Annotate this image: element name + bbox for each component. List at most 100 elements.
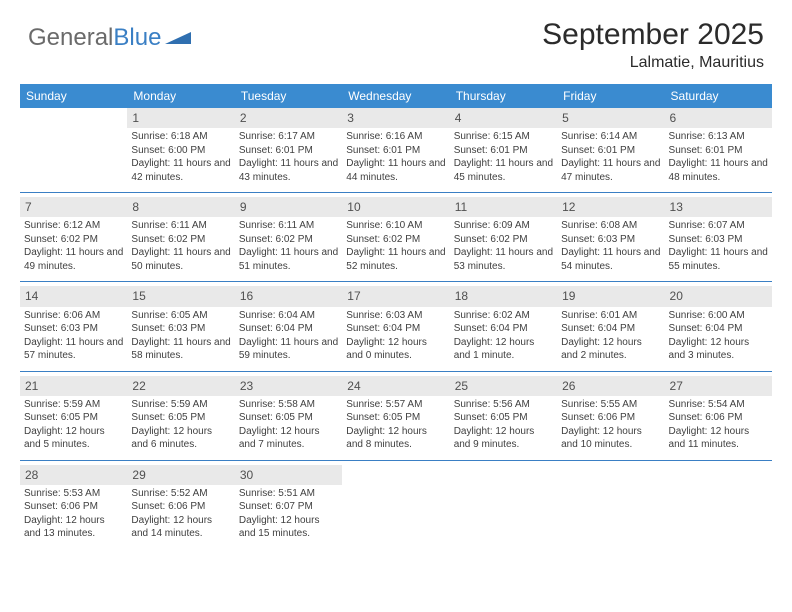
sunset-line: Sunset: 6:05 PM [239,411,338,425]
sunrise-line: Sunrise: 6:00 AM [669,309,768,323]
day-of-week-cell: Tuesday [235,84,342,108]
day-cell: 18Sunrise: 6:02 AMSunset: 6:04 PMDayligh… [450,286,557,364]
day-cell: 12Sunrise: 6:08 AMSunset: 6:03 PMDayligh… [557,197,664,275]
daylight-line: Daylight: 12 hours and 6 minutes. [131,425,230,452]
daylight-line: Daylight: 11 hours and 48 minutes. [669,157,768,184]
day-cell: 20Sunrise: 6:00 AMSunset: 6:04 PMDayligh… [665,286,772,364]
sunrise-line: Sunrise: 5:59 AM [131,398,230,412]
sunrise-line: Sunrise: 6:11 AM [239,219,338,233]
day-number: 29 [127,465,234,485]
day-number [342,465,449,485]
day-of-week-header: SundayMondayTuesdayWednesdayThursdayFrid… [20,84,772,108]
sunset-line: Sunset: 6:01 PM [561,144,660,158]
sunrise-line: Sunrise: 6:14 AM [561,130,660,144]
sunset-line: Sunset: 6:02 PM [24,233,123,247]
daylight-line: Daylight: 12 hours and 2 minutes. [561,336,660,363]
day-cell: 19Sunrise: 6:01 AMSunset: 6:04 PMDayligh… [557,286,664,364]
day-number: 4 [450,108,557,128]
sunset-line: Sunset: 6:02 PM [454,233,553,247]
day-cell: 26Sunrise: 5:55 AMSunset: 6:06 PMDayligh… [557,376,664,454]
day-cell: 23 Sunrise: 5:58 AMSunset: 6:05 PMDayligh… [235,376,342,454]
day-number: 16 [235,286,342,306]
sunrise-line: Sunrise: 6:08 AM [561,219,660,233]
daylight-line: Daylight: 11 hours and 58 minutes. [131,336,230,363]
day-cell: 11Sunrise: 6:09 AMSunset: 6:02 PMDayligh… [450,197,557,275]
day-cell [557,465,664,543]
sunrise-line: Sunrise: 5:57 AM [346,398,445,412]
sunset-line: Sunset: 6:01 PM [346,144,445,158]
day-cell: 2Sunrise: 6:17 AMSunset: 6:01 PMDaylight… [235,108,342,186]
day-cell: 9 Sunrise: 6:11 AMSunset: 6:02 PMDaylight… [235,197,342,275]
day-number [450,465,557,485]
sunset-line: Sunset: 6:03 PM [131,322,230,336]
daylight-line: Daylight: 12 hours and 11 minutes. [669,425,768,452]
sunset-line: Sunset: 6:02 PM [239,233,338,247]
sunrise-line: Sunrise: 6:11 AM [131,219,230,233]
day-number: 30 [235,465,342,485]
sunset-line: Sunset: 6:02 PM [131,233,230,247]
sunrise-line: Sunrise: 5:58 AM [239,398,338,412]
sunset-line: Sunset: 6:04 PM [346,322,445,336]
day-number: 28 [20,465,127,485]
sunset-line: Sunset: 6:06 PM [561,411,660,425]
logo-flag-icon [165,28,191,48]
sunrise-line: Sunrise: 5:55 AM [561,398,660,412]
sunrise-line: Sunrise: 6:12 AM [24,219,123,233]
day-cell: 17Sunrise: 6:03 AMSunset: 6:04 PMDayligh… [342,286,449,364]
sunset-line: Sunset: 6:06 PM [24,500,123,514]
day-cell: 10Sunrise: 6:10 AMSunset: 6:02 PMDayligh… [342,197,449,275]
sunset-line: Sunset: 6:03 PM [669,233,768,247]
day-cell: 22Sunrise: 5:59 AMSunset: 6:05 PMDayligh… [127,376,234,454]
day-cell: 1Sunrise: 6:18 AMSunset: 6:00 PMDaylight… [127,108,234,186]
daylight-line: Daylight: 12 hours and 7 minutes. [239,425,338,452]
daylight-line: Daylight: 11 hours and 59 minutes. [239,336,338,363]
day-number: 18 [450,286,557,306]
daylight-line: Daylight: 11 hours and 42 minutes. [131,157,230,184]
daylight-line: Daylight: 12 hours and 8 minutes. [346,425,445,452]
day-number: 8 [127,197,234,217]
day-number: 20 [665,286,772,306]
day-number: 9 [235,197,342,217]
day-number: 2 [235,108,342,128]
daylight-line: Daylight: 12 hours and 14 minutes. [131,514,230,541]
day-number: 14 [20,286,127,306]
daylight-line: Daylight: 11 hours and 53 minutes. [454,246,553,273]
sunrise-line: Sunrise: 6:16 AM [346,130,445,144]
day-number: 19 [557,286,664,306]
sunrise-line: Sunrise: 6:04 AM [239,309,338,323]
day-cell: 30Sunrise: 5:51 AMSunset: 6:07 PMDayligh… [235,465,342,543]
day-of-week-cell: Saturday [665,84,772,108]
daylight-line: Daylight: 11 hours and 47 minutes. [561,157,660,184]
day-cell: 14Sunrise: 6:06 AMSunset: 6:03 PMDayligh… [20,286,127,364]
sunrise-line: Sunrise: 6:06 AM [24,309,123,323]
daylight-line: Daylight: 11 hours and 44 minutes. [346,157,445,184]
week-row: 14Sunrise: 6:06 AMSunset: 6:03 PMDayligh… [20,286,772,371]
sunrise-line: Sunrise: 6:07 AM [669,219,768,233]
day-number: 3 [342,108,449,128]
sunset-line: Sunset: 6:05 PM [24,411,123,425]
day-cell: 15Sunrise: 6:05 AMSunset: 6:03 PMDayligh… [127,286,234,364]
day-cell [450,465,557,543]
sunrise-line: Sunrise: 6:13 AM [669,130,768,144]
day-cell: 25Sunrise: 5:56 AMSunset: 6:05 PMDayligh… [450,376,557,454]
daylight-line: Daylight: 12 hours and 15 minutes. [239,514,338,541]
day-number: 11 [450,197,557,217]
sunset-line: Sunset: 6:03 PM [561,233,660,247]
sunrise-line: Sunrise: 6:05 AM [131,309,230,323]
day-number: 5 [557,108,664,128]
page-header: GeneralBlue September 2025 Lalmatie, Mau… [0,0,792,80]
daylight-line: Daylight: 12 hours and 1 minute. [454,336,553,363]
title-block: September 2025 Lalmatie, Mauritius [542,18,764,72]
sunset-line: Sunset: 6:05 PM [131,411,230,425]
day-cell: 7Sunrise: 6:12 AMSunset: 6:02 PMDaylight… [20,197,127,275]
day-number: 23 [235,376,342,396]
day-number: 21 [20,376,127,396]
daylight-line: Daylight: 11 hours and 51 minutes. [239,246,338,273]
sunset-line: Sunset: 6:04 PM [669,322,768,336]
day-number: 25 [450,376,557,396]
sunrise-line: Sunrise: 5:56 AM [454,398,553,412]
sunset-line: Sunset: 6:01 PM [454,144,553,158]
sunset-line: Sunset: 6:06 PM [669,411,768,425]
daylight-line: Daylight: 11 hours and 45 minutes. [454,157,553,184]
day-number: 27 [665,376,772,396]
